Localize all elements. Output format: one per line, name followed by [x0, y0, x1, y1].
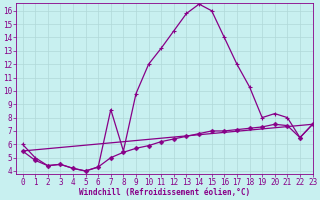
X-axis label: Windchill (Refroidissement éolien,°C): Windchill (Refroidissement éolien,°C): [79, 188, 250, 197]
